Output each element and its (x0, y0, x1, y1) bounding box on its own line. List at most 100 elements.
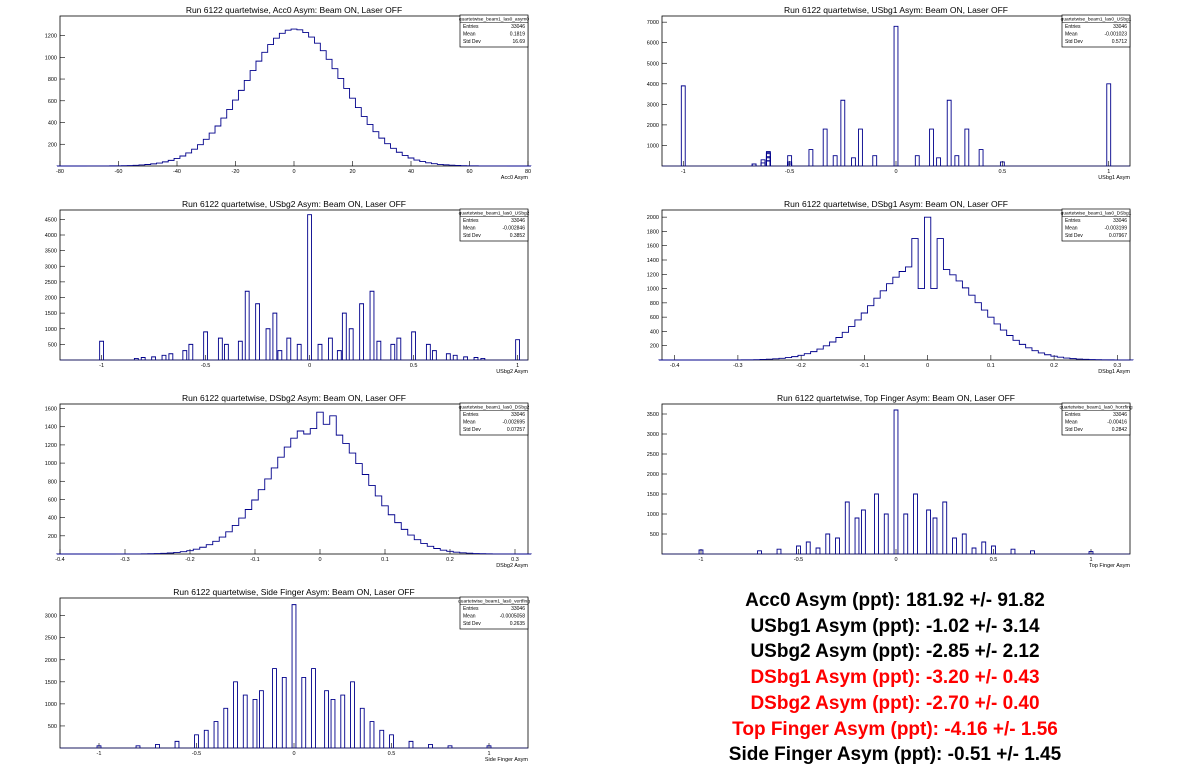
x-tick-label: 0.1 (987, 363, 995, 369)
histogram-bin (832, 155, 838, 166)
histogram-bin (330, 699, 336, 748)
stats-std-dev-value: 0.07967 (1109, 233, 1127, 239)
histogram-bin (237, 340, 243, 360)
histogram-bin (874, 493, 879, 554)
y-tick-label: 1000 (647, 287, 659, 293)
histogram-bin (946, 99, 952, 166)
histogram-bin (1106, 83, 1112, 166)
histogram-bin (432, 350, 437, 360)
y-tick-label: 1000 (647, 143, 659, 149)
stats-mean-value: -0.003199 (1104, 226, 1127, 232)
histogram-title: Run 6122 quartetwise, Top Finger Asym: B… (777, 393, 1015, 403)
x-tick-label: -0.3 (733, 363, 742, 369)
histogram-bin (796, 545, 801, 554)
histogram-bin (233, 681, 238, 748)
stats-entries-value: 33046 (1113, 218, 1127, 224)
x-axis-label: DSbg1 Asym (1098, 369, 1130, 375)
histogram-svg: Run 6122 quartetwise, Top Finger Asym: B… (647, 393, 1133, 569)
x-tick-label: -80 (56, 169, 64, 175)
y-tick-label: 1500 (647, 492, 659, 498)
histogram-bin (286, 337, 292, 360)
histogram-bin (161, 354, 167, 360)
histogram-bin (244, 290, 250, 360)
histogram-bin (452, 354, 458, 360)
y-tick-label: 800 (48, 479, 57, 485)
stats-std-dev-value: 0.5712 (1112, 39, 1128, 45)
histogram-bin (203, 729, 209, 748)
stats-mean-value: -0.00416 (1107, 420, 1127, 426)
x-tick-label: 0 (894, 169, 897, 175)
histogram-bin (324, 690, 329, 748)
stats-entries-label: Entries (463, 606, 479, 612)
y-tick-label: 400 (48, 516, 57, 522)
stats-std-dev-label: Std Dev (463, 427, 481, 433)
histogram-bin (223, 707, 229, 748)
histogram-bin (1088, 551, 1094, 554)
x-tick-label: 0.5 (410, 363, 418, 369)
y-tick-label: 600 (48, 497, 57, 503)
y-tick-label: 3500 (647, 412, 659, 418)
histogram-bin (463, 356, 468, 360)
histogram-series (56, 28, 532, 167)
x-tick-label: 0.5 (999, 169, 1007, 175)
x-axis-label: DSbg2 Asym (496, 563, 528, 569)
x-tick-label: 0.5 (990, 557, 998, 563)
asymmetry-results: Acc0 Asym (ppt): 181.92 +/- 91.82 USbg1 … (700, 588, 1090, 768)
y-tick-label: 200 (48, 142, 57, 148)
x-tick-label: 1 (487, 751, 490, 757)
histogram-bin (447, 745, 453, 748)
x-tick-label: -40 (173, 169, 181, 175)
histogram-bin (348, 328, 354, 360)
histogram-title: Run 6122 quartetwise, USbg1 Asym: Beam O… (784, 5, 1008, 15)
histogram-bin (978, 149, 984, 166)
y-tick-label: 200 (650, 344, 659, 350)
y-tick-label: 1800 (647, 229, 659, 235)
y-tick-label: 2000 (647, 123, 659, 129)
y-tick-label: 2500 (45, 280, 57, 286)
histogram-bin (861, 509, 866, 554)
stats-std-dev-value: 0.2842 (1112, 427, 1128, 433)
histogram-bin (265, 328, 271, 360)
histogram-bin (411, 331, 416, 360)
dsbg1-histogram-panel: Run 6122 quartetwise, DSbg1 Asym: Beam O… (610, 196, 1195, 384)
x-tick-label: 1 (516, 363, 519, 369)
y-tick-label: 2000 (45, 296, 57, 302)
stats-std-dev-label: Std Dev (463, 233, 481, 239)
y-tick-label: 4000 (647, 82, 659, 88)
histogram-bin (213, 721, 219, 748)
y-tick-label: 2000 (647, 215, 659, 221)
stats-std-dev-value: 16.69 (512, 39, 525, 45)
histogram-bin (155, 744, 160, 748)
x-tick-label: -1 (699, 557, 704, 563)
histogram-bin (680, 85, 686, 166)
y-tick-label: 200 (48, 534, 57, 540)
x-tick-label: -20 (232, 169, 240, 175)
y-tick-label: 5000 (647, 61, 659, 67)
histogram-bin (376, 340, 382, 360)
histogram-bin (252, 699, 258, 748)
x-tick-label: -0.3 (120, 557, 129, 563)
stats-entries-value: 33046 (511, 412, 525, 418)
y-tick-label: 1600 (647, 244, 659, 250)
histogram-bin (936, 157, 941, 166)
histogram-bin (854, 517, 860, 554)
y-tick-label: 1500 (45, 311, 57, 317)
stats-entries-value: 33046 (511, 606, 525, 612)
x-tick-label: -0.5 (785, 169, 794, 175)
stats-std-dev-value: 0.3852 (510, 233, 526, 239)
histogram-bin (307, 214, 312, 360)
histogram-bin (359, 707, 365, 748)
histogram-bin (999, 161, 1005, 166)
histogram-bin (952, 537, 957, 554)
histogram-bin (340, 694, 346, 748)
histogram-bin (428, 744, 433, 748)
x-tick-label: 80 (525, 169, 531, 175)
stats-name: quartetwise_beam1_las0_horzfing (1059, 405, 1132, 411)
x-tick-label: -1 (97, 751, 102, 757)
y-tick-label: 3000 (45, 264, 57, 270)
stats-entries-label: Entries (1065, 24, 1081, 30)
x-tick-label: 1 (1107, 169, 1110, 175)
histogram-bin (765, 152, 771, 166)
